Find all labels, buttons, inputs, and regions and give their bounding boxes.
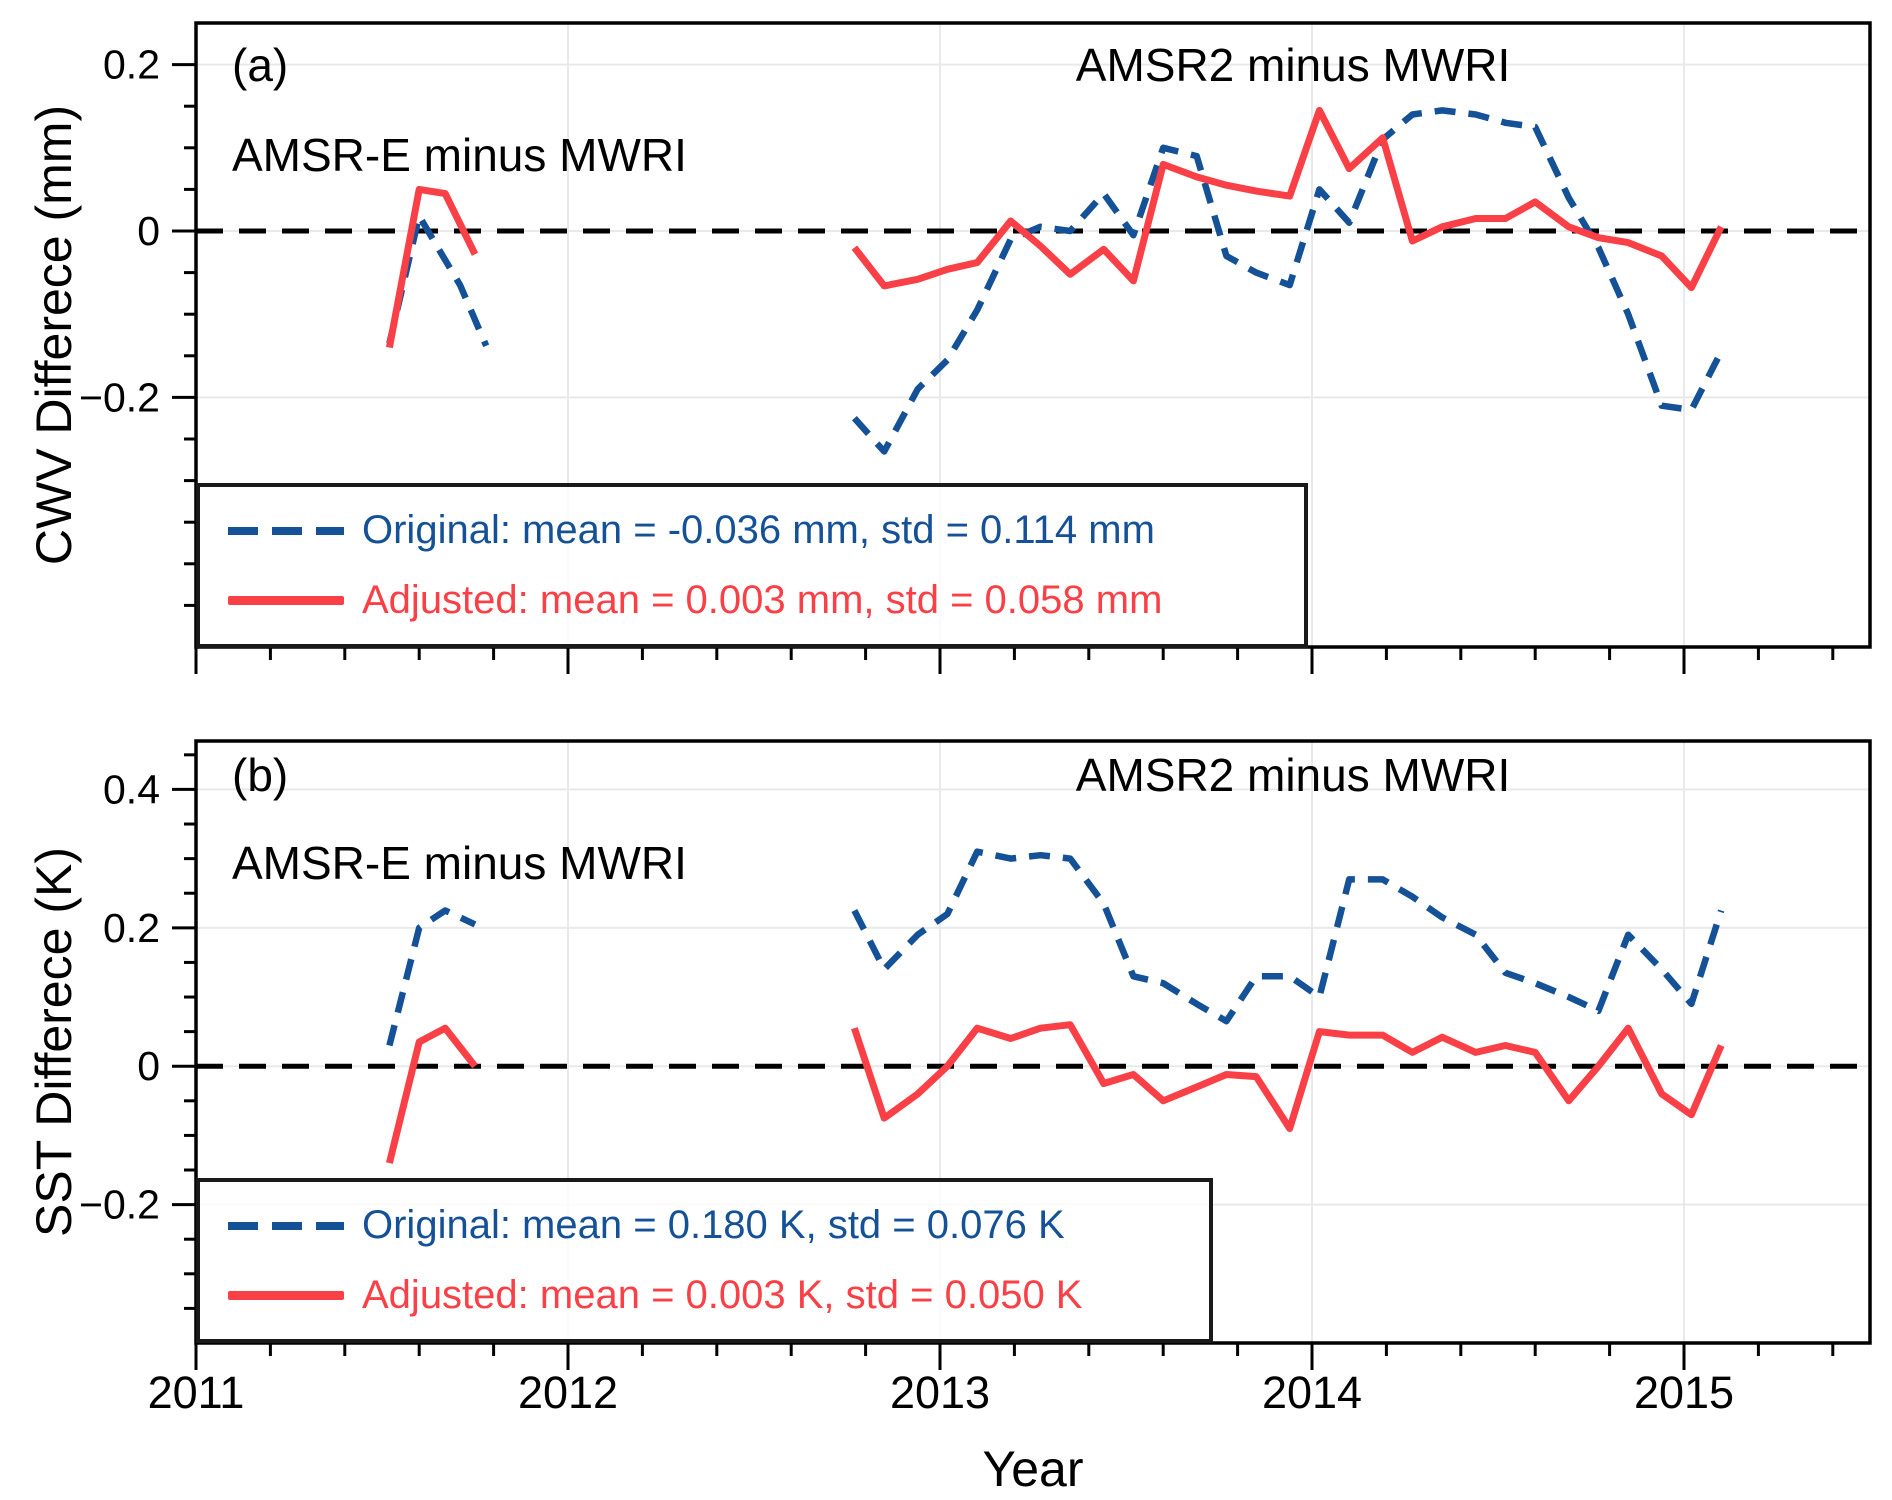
x-tick-label: 2015 [1634,1367,1734,1418]
x-axis-label-year: Year [982,1441,1084,1497]
x-tick-label: 2014 [1262,1367,1362,1418]
adjusted-solid-line-sample [228,1291,344,1300]
legend-adjusted-label: Adjusted: mean = 0.003 K, std = 0.050 K [362,1273,1083,1317]
y-axis-label-cwv: CWV Differece (mm) [26,104,82,566]
y-tick-label: 0.2 [103,905,160,951]
y-tick-label: 0.2 [103,42,160,88]
series-original-line [386,907,477,1047]
y-tick-label: 0 [137,1043,160,1089]
legend-panel-a: Original: mean = -0.036 mm, std = 0.114 … [196,483,1308,648]
plot-frame [194,739,1872,1345]
legend-panel-b: Original: mean = 0.180 K, std = 0.076 K … [196,1178,1213,1343]
panel-b-left-title: AMSR-E minus MWRI [232,837,687,889]
panel-letter-b: (b) [232,749,289,801]
legend-row-original: Original: mean = -0.036 mm, std = 0.114 … [200,503,1304,559]
legend-original-label: Original: mean = -0.036 mm, std = 0.114 … [362,508,1155,552]
series-original-line [851,107,1725,455]
x-tick-label: 2012 [518,1367,618,1418]
series-adjusted-line [851,1021,1725,1132]
legend-row-adjusted: Adjusted: mean = 0.003 K, std = 0.050 K [200,1268,1209,1324]
legend-adjusted-label: Adjusted: mean = 0.003 mm, std = 0.058 m… [362,578,1163,622]
legend-row-original: Original: mean = 0.180 K, std = 0.076 K [200,1198,1209,1254]
series-adjusted-line [385,185,479,349]
panel-a-right-title: AMSR2 minus MWRI [1075,39,1511,91]
adjusted-solid-line-sample [228,596,344,605]
legend-original-label: Original: mean = 0.180 K, std = 0.076 K [362,1203,1065,1247]
legend-row-adjusted: Adjusted: mean = 0.003 mm, std = 0.058 m… [200,573,1304,629]
series-adjusted-line [386,1024,478,1164]
original-dashed-line-sample [228,526,344,535]
panel-b-right-title: AMSR2 minus MWRI [1075,749,1511,801]
series-original-line [851,848,1725,1025]
y-axis-label-sst: SST Differece (K) [26,847,82,1237]
panel-letter-a: (a) [232,39,289,91]
x-tick-label: 2013 [890,1367,990,1418]
x-tick-label: 2011 [148,1367,245,1418]
y-tick-label: −0.2 [79,374,160,420]
original-dashed-line-sample [228,1221,344,1230]
panel-a-left-title: AMSR-E minus MWRI [232,129,687,181]
y-tick-label: 0 [137,208,160,254]
y-tick-label: 0.4 [103,766,160,812]
y-tick-label: −0.2 [79,1182,160,1228]
series-adjusted-line [851,106,1725,292]
